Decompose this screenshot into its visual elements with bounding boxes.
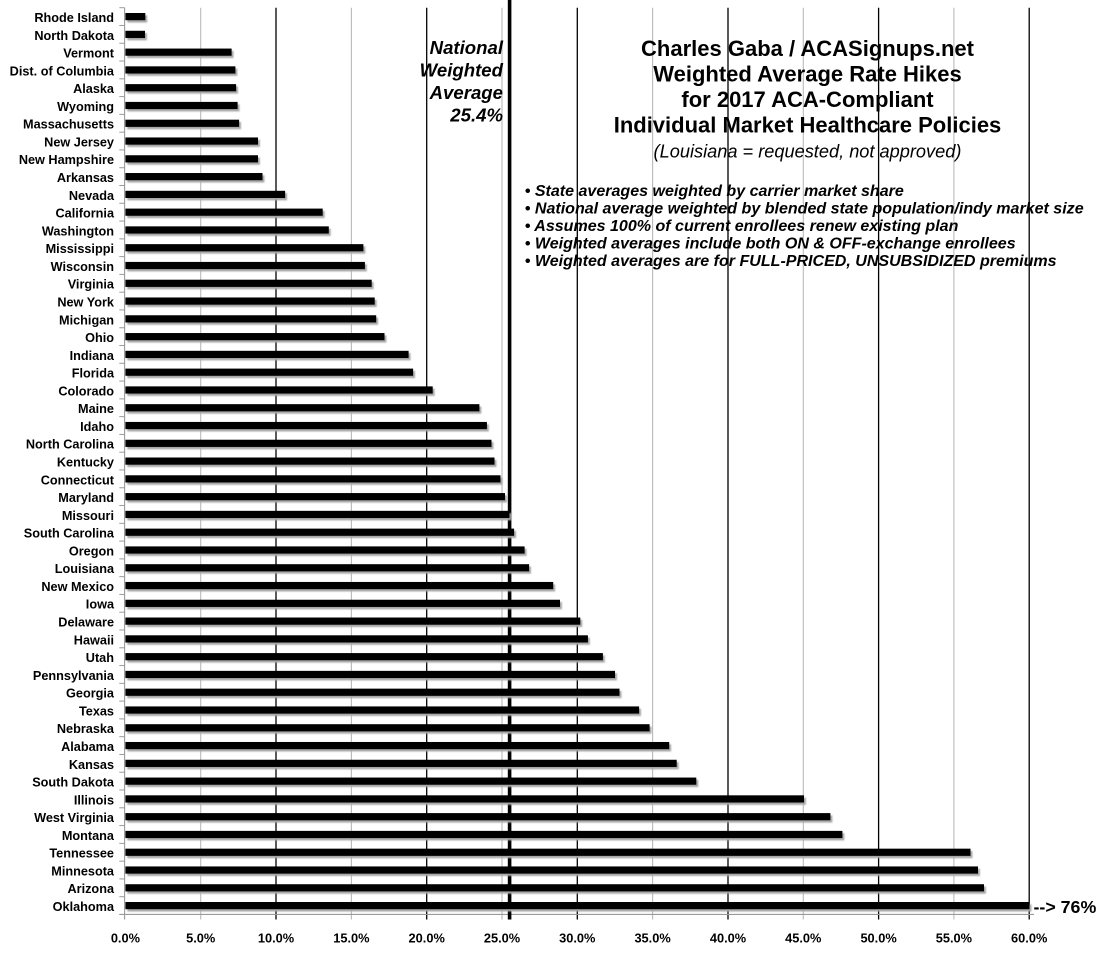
svg-text:Indiana: Indiana: [70, 349, 115, 363]
svg-text:Nevada: Nevada: [69, 189, 115, 203]
svg-text:• Weighted averages include bo: • Weighted averages include both ON & OF…: [525, 234, 1016, 252]
svg-text:Individual Market Healthcare P: Individual Market Healthcare Policies: [614, 113, 1002, 138]
svg-text:60.0%: 60.0%: [1011, 931, 1048, 946]
svg-text:Massachusetts: Massachusetts: [23, 118, 114, 132]
svg-text:Louisiana: Louisiana: [55, 562, 115, 576]
svg-text:Washington: Washington: [42, 224, 114, 238]
svg-text:30.0%: 30.0%: [559, 931, 596, 946]
svg-text:45.0%: 45.0%: [785, 931, 822, 946]
svg-text:Rhode Island: Rhode Island: [34, 11, 114, 25]
svg-text:Idaho: Idaho: [80, 420, 114, 434]
svg-text:• National average weighted by: • National average weighted by blended s…: [525, 199, 1084, 217]
svg-text:Oregon: Oregon: [69, 544, 114, 558]
svg-text:Minnesota: Minnesota: [51, 864, 115, 878]
svg-text:New Mexico: New Mexico: [41, 580, 114, 594]
svg-text:• State averages weighted by c: • State averages weighted by carrier mar…: [525, 182, 904, 200]
svg-text:0.0%: 0.0%: [111, 931, 141, 946]
svg-text:Vermont: Vermont: [63, 47, 115, 61]
svg-text:(Louisiana = requested, not ap: (Louisiana = requested, not approved): [654, 142, 962, 162]
svg-text:New York: New York: [57, 295, 115, 309]
svg-text:Montana: Montana: [62, 829, 115, 843]
svg-text:Kentucky: Kentucky: [57, 455, 114, 469]
svg-text:Arizona: Arizona: [67, 882, 114, 896]
svg-text:Kansas: Kansas: [69, 758, 114, 772]
svg-text:Illinois: Illinois: [74, 793, 114, 807]
svg-text:Florida: Florida: [72, 367, 115, 381]
svg-text:Connecticut: Connecticut: [41, 473, 115, 487]
svg-text:Oklahoma: Oklahoma: [53, 900, 115, 914]
svg-text:North Dakota: North Dakota: [34, 29, 115, 43]
svg-text:South Dakota: South Dakota: [32, 776, 115, 790]
svg-text:25.4%: 25.4%: [449, 105, 503, 126]
svg-text:• Assumes 100% of current enro: • Assumes 100% of current enrollees rene…: [525, 217, 959, 235]
svg-text:--> 76%: --> 76%: [1034, 897, 1097, 917]
svg-text:Arkansas: Arkansas: [57, 171, 114, 185]
svg-text:South Carolina: South Carolina: [24, 527, 115, 541]
svg-text:Michigan: Michigan: [59, 313, 114, 327]
svg-text:California: California: [55, 207, 114, 221]
svg-text:New Hampshire: New Hampshire: [19, 153, 114, 167]
svg-text:Missouri: Missouri: [62, 509, 114, 523]
svg-text:Average: Average: [429, 82, 503, 103]
svg-text:35.0%: 35.0%: [634, 931, 671, 946]
svg-text:Dist. of Columbia: Dist. of Columbia: [10, 64, 115, 78]
svg-text:Ohio: Ohio: [85, 331, 114, 345]
svg-text:Weighted: Weighted: [420, 60, 504, 81]
svg-text:25.0%: 25.0%: [484, 931, 521, 946]
svg-text:Maryland: Maryland: [58, 491, 114, 505]
svg-text:New Jersey: New Jersey: [44, 135, 114, 149]
svg-text:Alabama: Alabama: [61, 740, 115, 754]
svg-text:Virginia: Virginia: [68, 278, 115, 292]
svg-text:Colorado: Colorado: [58, 384, 114, 398]
svg-text:Wisconsin: Wisconsin: [51, 260, 114, 274]
svg-text:Charles Gaba / ACASignups.net: Charles Gaba / ACASignups.net: [641, 36, 975, 61]
svg-text:Maine: Maine: [78, 402, 114, 416]
svg-text:National: National: [430, 37, 504, 58]
svg-text:20.0%: 20.0%: [409, 931, 446, 946]
svg-text:Georgia: Georgia: [66, 687, 115, 701]
svg-text:North Carolina: North Carolina: [26, 438, 115, 452]
svg-text:Mississippi: Mississippi: [46, 242, 114, 256]
svg-text:Delaware: Delaware: [58, 616, 114, 630]
svg-text:Pennsylvania: Pennsylvania: [33, 669, 115, 683]
svg-text:Alaska: Alaska: [73, 82, 115, 96]
svg-text:Hawaii: Hawaii: [74, 633, 114, 647]
svg-text:40.0%: 40.0%: [710, 931, 747, 946]
svg-text:Iowa: Iowa: [86, 598, 115, 612]
svg-text:Wyoming: Wyoming: [57, 100, 114, 114]
svg-text:for 2017 ACA-Compliant: for 2017 ACA-Compliant: [681, 87, 934, 112]
svg-text:West Virginia: West Virginia: [34, 811, 115, 825]
svg-text:50.0%: 50.0%: [860, 931, 897, 946]
svg-text:5.0%: 5.0%: [186, 931, 216, 946]
svg-text:Texas: Texas: [79, 704, 114, 718]
svg-text:Tennessee: Tennessee: [49, 847, 114, 861]
svg-text:Nebraska: Nebraska: [57, 722, 115, 736]
svg-text:55.0%: 55.0%: [936, 931, 973, 946]
svg-text:• Weighted averages are for FU: • Weighted averages are for FULL-PRICED,…: [525, 252, 1057, 270]
svg-text:10.0%: 10.0%: [258, 931, 295, 946]
svg-text:15.0%: 15.0%: [333, 931, 370, 946]
svg-text:Utah: Utah: [86, 651, 114, 665]
svg-text:Weighted Average Rate Hikes: Weighted Average Rate Hikes: [653, 62, 962, 87]
